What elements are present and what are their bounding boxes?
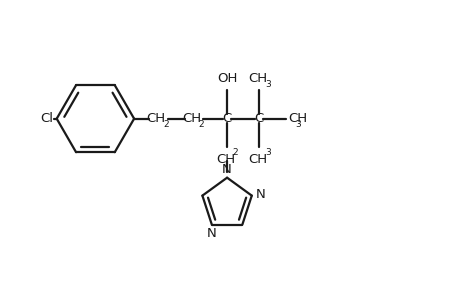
Text: CH: CH bbox=[289, 112, 308, 125]
Text: 3: 3 bbox=[265, 80, 271, 89]
Text: N: N bbox=[207, 226, 217, 240]
Text: CH: CH bbox=[147, 112, 166, 125]
Text: 3: 3 bbox=[295, 120, 301, 129]
Text: 2: 2 bbox=[199, 120, 204, 129]
Text: CH: CH bbox=[182, 112, 201, 125]
Text: N: N bbox=[256, 188, 266, 201]
Text: 2: 2 bbox=[164, 120, 169, 129]
Text: N: N bbox=[222, 163, 232, 176]
Text: C: C bbox=[255, 112, 264, 125]
Text: CH: CH bbox=[249, 153, 268, 166]
Text: 3: 3 bbox=[265, 148, 271, 157]
Text: C: C bbox=[222, 112, 232, 125]
Text: CH: CH bbox=[217, 153, 236, 166]
Text: 2: 2 bbox=[233, 148, 238, 157]
Text: OH: OH bbox=[217, 72, 237, 85]
Text: CH: CH bbox=[249, 72, 268, 85]
Text: Cl: Cl bbox=[40, 112, 53, 125]
